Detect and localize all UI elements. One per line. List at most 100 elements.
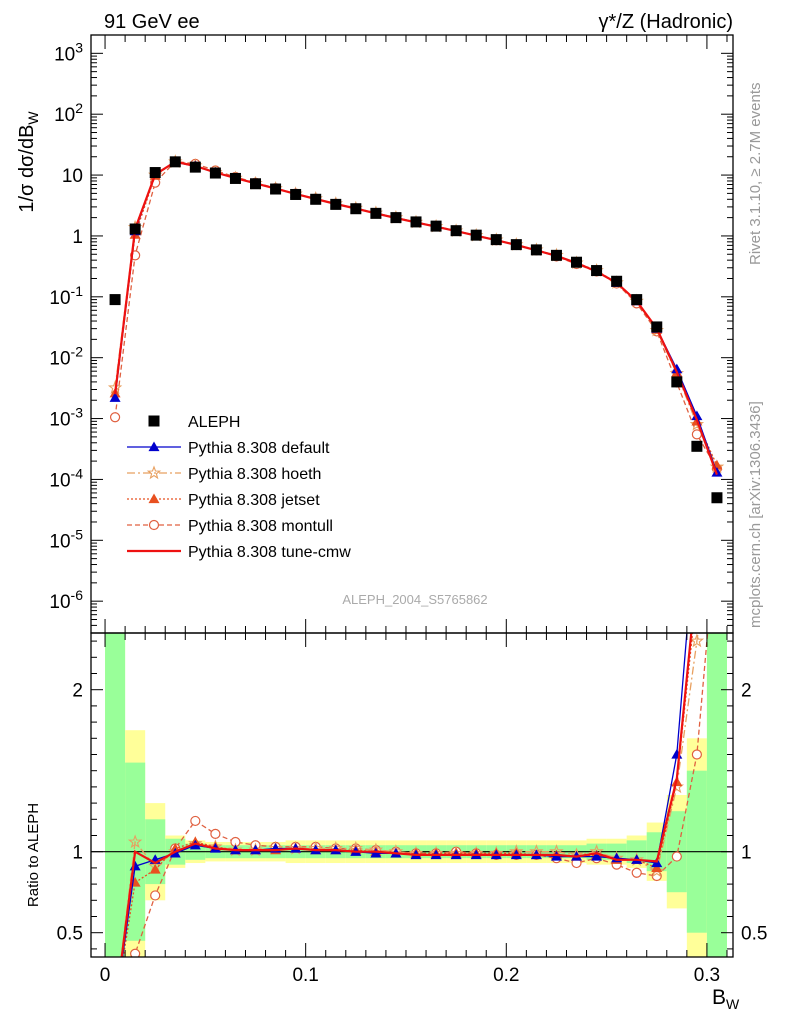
main-point-aleph (129, 223, 141, 235)
main-point-aleph (550, 249, 562, 261)
main-point-aleph (149, 167, 161, 179)
x-tick-label: 0.3 (694, 965, 720, 986)
main-point-aleph (270, 183, 282, 195)
main-y-tick-label: 10-4 (49, 465, 83, 491)
legend: ALEPH Pythia 8.308 default Pythia 8.308 ho… (127, 414, 351, 561)
main-point-default (109, 392, 121, 402)
ratio-point-montull (130, 948, 141, 957)
main-point-aleph (651, 321, 663, 333)
main-y-axis-label-text: 1/σ dσ/dBW (16, 111, 41, 213)
ratio-point-hoeth (689, 633, 705, 648)
main-point-aleph (109, 294, 121, 306)
main-point-aleph (470, 229, 482, 241)
ratio-series-hoeth (120, 633, 705, 957)
ratio-point-jetset (149, 864, 161, 874)
main-point-aleph (711, 492, 723, 504)
x-tick-label: 0.1 (292, 965, 318, 986)
legend-label-montull: Pythia 8.308 montull (188, 518, 333, 535)
main-point-aleph (691, 440, 703, 452)
main-y-tick-label: 10-3 (49, 405, 83, 431)
main-y-tick-label: 10 (62, 166, 83, 187)
ratio-point-jetset (651, 862, 663, 873)
main-point-aleph (310, 193, 322, 205)
main-series-group (107, 154, 725, 504)
main-point-aleph (591, 265, 603, 277)
legend-item-default: Pythia 8.308 default (127, 440, 330, 457)
main-point-montull (109, 412, 121, 423)
ratio-series-group (120, 633, 709, 957)
main-point-aleph (490, 234, 502, 246)
ratio-y-tick-label: 1 (72, 843, 83, 864)
ratio-frame (90, 632, 734, 958)
ratio-y-tick-label: 2 (72, 681, 83, 702)
x-axis-label-text: BW (712, 986, 740, 1012)
x-axis-label: BW (712, 986, 740, 1012)
legend-item-data: ALEPH (148, 414, 240, 431)
x-tick-label: 0 (100, 965, 111, 986)
main-point-aleph (290, 188, 302, 200)
main-y-tick-label: 1 (72, 227, 83, 248)
ratio-point-montull (691, 749, 702, 760)
legend-label-default: Pythia 8.308 default (188, 440, 330, 457)
header-right-label: γ*/Z (Hadronic) (599, 11, 733, 33)
main-point-aleph (571, 256, 583, 268)
ratio-series-default (121, 633, 688, 957)
legend-label-cmw: Pythia 8.308 tune-cmw (188, 544, 351, 561)
main-y-tick-label: 10-2 (49, 344, 83, 370)
main-point-aleph (250, 178, 262, 190)
main-y-tick-label: 10-6 (49, 587, 83, 613)
main-y-axis-label: 1/σ dσ/dBW (16, 111, 41, 213)
main-point-aleph (530, 244, 542, 256)
main-point-default (671, 363, 683, 374)
ratio-line-hoeth (120, 633, 699, 957)
ratio-y-axis-label: Ratio to ALEPH (25, 803, 42, 907)
analysis-watermark: ALEPH_2004_S5765862 (342, 592, 487, 607)
main-point-aleph (450, 225, 462, 237)
main-point-hoeth (689, 416, 705, 431)
main-y-tick-label: 103 (54, 39, 83, 65)
ratio-point-montull (631, 867, 642, 878)
main-y-tick-label: 10-5 (49, 526, 83, 552)
main-point-aleph (510, 239, 522, 251)
ratio-point-default (591, 851, 603, 861)
header-left-label: 91 GeV ee (104, 11, 200, 33)
ratio-y-tick-label-right: 2 (741, 681, 752, 702)
main-point-aleph (631, 294, 643, 306)
ratio-uncertainty-bands (91, 633, 733, 957)
ratio-point-hoeth (649, 863, 665, 878)
legend-item-jetset: Pythia 8.308 jetset (127, 492, 320, 509)
ratio-point-montull (210, 828, 221, 839)
main-point-aleph (430, 220, 442, 232)
legend-marker-default (148, 441, 160, 452)
legend-label-data: ALEPH (188, 414, 240, 431)
main-point-aleph (189, 161, 201, 173)
main-point-aleph (350, 203, 362, 215)
ratio-y-tick-label-right: 1 (741, 843, 752, 864)
ratio-band-inner (105, 633, 126, 957)
main-y-tick-label: 102 (54, 100, 83, 126)
main-point-aleph (390, 212, 402, 224)
ratio-y-tick-label-right: 0.5 (741, 924, 767, 945)
ratio-point-montull (190, 815, 201, 827)
main-point-aleph (330, 198, 342, 210)
legend-marker-aleph (148, 415, 160, 427)
main-point-default (691, 410, 703, 421)
legend-marker-montull (148, 519, 160, 531)
main-point-aleph (671, 376, 683, 388)
x-tick-label: 0.2 (493, 965, 519, 986)
legend-item-montull: Pythia 8.308 montull (127, 518, 333, 535)
mcplots-label: mcplots.cern.ch [arXiv:1306.3436] (747, 401, 764, 628)
legend-item-hoeth: Pythia 8.308 hoeth (127, 465, 321, 483)
main-series-aleph (109, 156, 723, 504)
main-y-tick-label: 10-1 (49, 283, 83, 309)
ratio-point-montull (150, 890, 161, 901)
ratio-series-cmw (120, 633, 693, 957)
ratio-point-hoeth (127, 834, 143, 849)
legend-marker-hoeth (146, 465, 162, 480)
legend-label-hoeth: Pythia 8.308 hoeth (188, 466, 321, 483)
legend-item-cmw: Pythia 8.308 tune-cmw (127, 544, 351, 561)
legend-marker-jetset (148, 493, 160, 504)
main-point-aleph (611, 275, 623, 287)
